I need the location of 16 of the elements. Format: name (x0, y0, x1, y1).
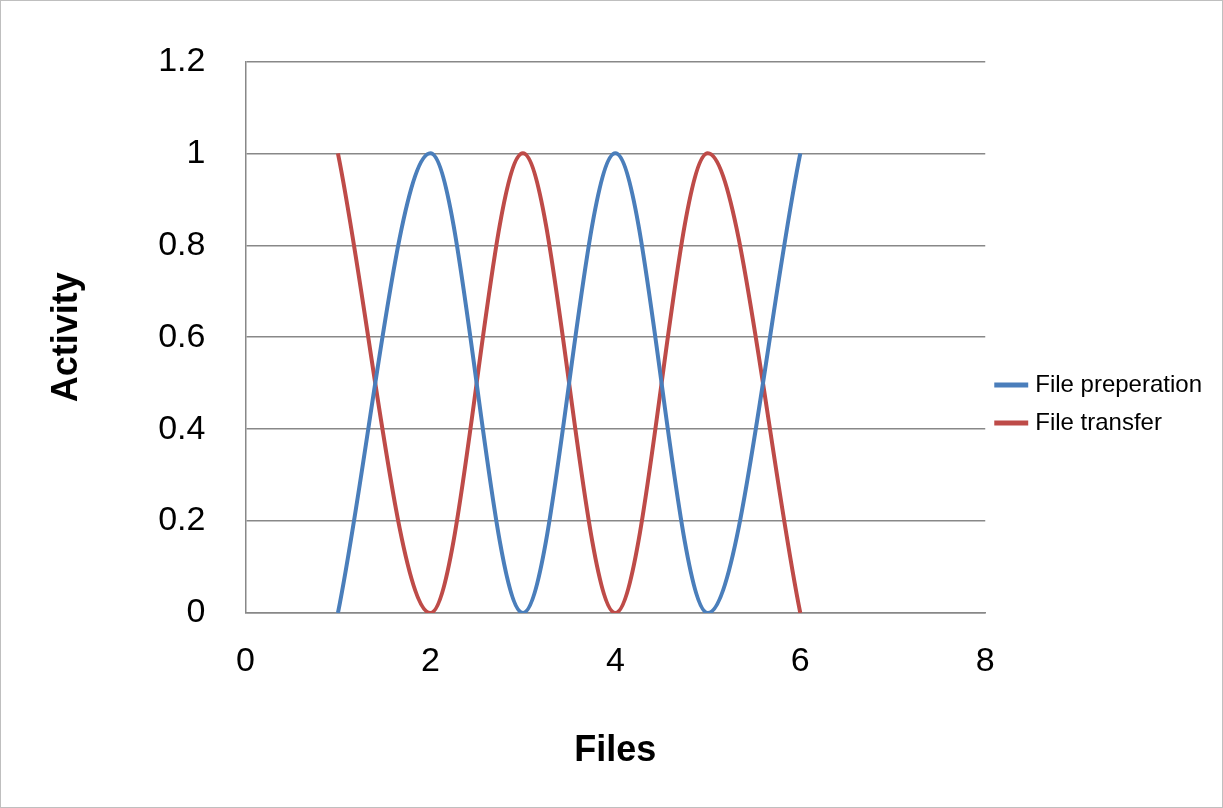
y-tick-label: 0 (186, 591, 206, 630)
x-axis-title: Files (574, 728, 657, 770)
x-tick-label: 2 (420, 639, 440, 678)
y-tick-label: 0.6 (158, 315, 206, 354)
y-tick-label: 0.8 (158, 223, 206, 262)
y-axis-title: Activity (43, 272, 85, 403)
x-tick-label: 8 (975, 639, 995, 678)
x-tick-label: 4 (605, 639, 625, 678)
y-tick-label: 1.2 (158, 39, 206, 78)
y-tick-label: 1 (186, 131, 206, 170)
legend-label: File transfer (1035, 407, 1162, 435)
x-tick-label: 6 (790, 639, 810, 678)
y-tick-label: 0.4 (158, 407, 206, 446)
y-tick-label: 0.2 (158, 499, 206, 538)
x-tick-label: 0 (236, 639, 255, 678)
legend-label: File preperation (1035, 369, 1203, 397)
